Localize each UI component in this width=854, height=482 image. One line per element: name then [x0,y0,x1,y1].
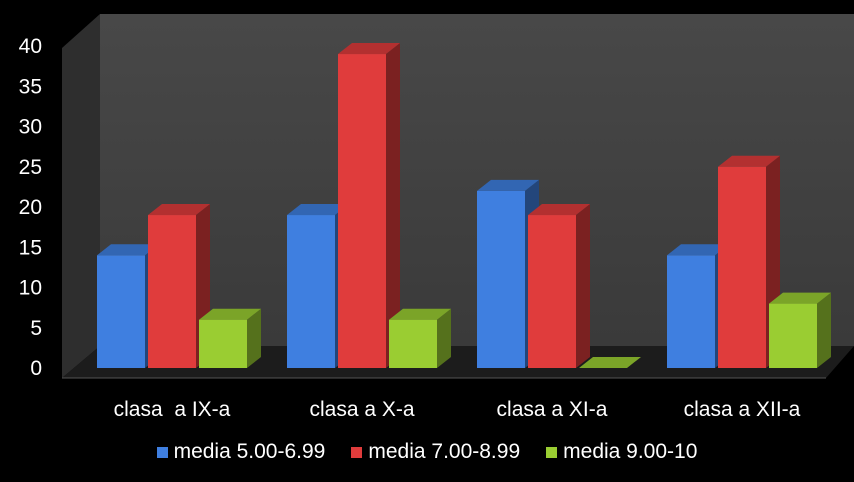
bar-side-face [437,308,451,368]
bar-front-face [338,54,386,369]
bar [338,43,400,369]
bar-side-face [247,308,261,368]
category-label: clasa a XI-a [497,398,608,421]
bar-top-face [477,179,539,191]
bar-front-face [477,190,525,368]
y-tick-label: 30 [19,116,42,139]
category-label: clasa a IX-a [114,398,231,421]
bar [769,292,831,368]
legend-swatch-icon [546,446,558,458]
bar-front-face [667,255,715,368]
bar-top-face [287,204,349,216]
legend-label: media 5.00-6.99 [173,440,326,463]
bar-top-face [199,308,261,320]
y-tick-label: 25 [19,156,42,179]
bar-top-face [148,204,210,216]
y-tick-label: 10 [19,277,42,300]
bar-top-face [389,308,451,320]
y-tick-label: 40 [19,35,42,58]
legend: media 5.00-6.99 media 7.00-8.99 media 9.00… [0,440,854,464]
legend-item: media 9.00-10 [546,440,697,464]
x-axis: clasa a IX-a clasa a X-a clasa a XI-a clasa… [114,398,801,421]
legend-swatch-icon [156,446,168,458]
bar-side-face [576,204,590,368]
category-label: clasa a XII-a [684,398,801,421]
bar [199,308,261,368]
bar-top-face [579,357,641,368]
bar-side-face [817,292,831,368]
bar-front-face [287,215,335,368]
bar-top-face [769,292,831,304]
category-label: clasa a X-a [309,398,414,421]
bar-front-face [769,303,817,368]
bar [528,204,590,368]
y-tick-label: 35 [19,75,42,98]
legend-item: media 7.00-8.99 [351,440,520,464]
bar-front-face [528,215,576,368]
bar [579,357,641,368]
bar-side-face [386,43,400,369]
y-tick-label: 15 [19,236,42,259]
bar-front-face [389,319,437,368]
bar-top-face [667,244,729,256]
bar-chart: 0 5 10 15 20 25 30 35 40 clasa a IX-a clasa a X-a… [19,14,854,421]
y-axis: 0 5 10 15 20 25 30 35 40 [19,35,42,380]
bar-front-face [148,215,196,368]
bar-front-face [199,319,247,368]
bar [389,308,451,368]
legend-label: media 7.00-8.99 [368,440,521,463]
y-tick-label: 0 [30,357,42,380]
legend-item: media 5.00-6.99 [156,440,326,464]
y-tick-label: 5 [30,317,42,340]
bar-front-face [718,166,766,368]
bar-top-face [528,204,590,216]
bar-top-face [718,155,780,167]
legend-swatch-icon [351,446,363,458]
bars [97,43,831,369]
bar-top-face [97,244,159,256]
side-wall [62,14,100,378]
bar-top-face [338,43,400,55]
bar-front-face [97,255,145,368]
legend-label: media 9.00-10 [563,440,698,463]
y-tick-label: 20 [19,196,42,219]
